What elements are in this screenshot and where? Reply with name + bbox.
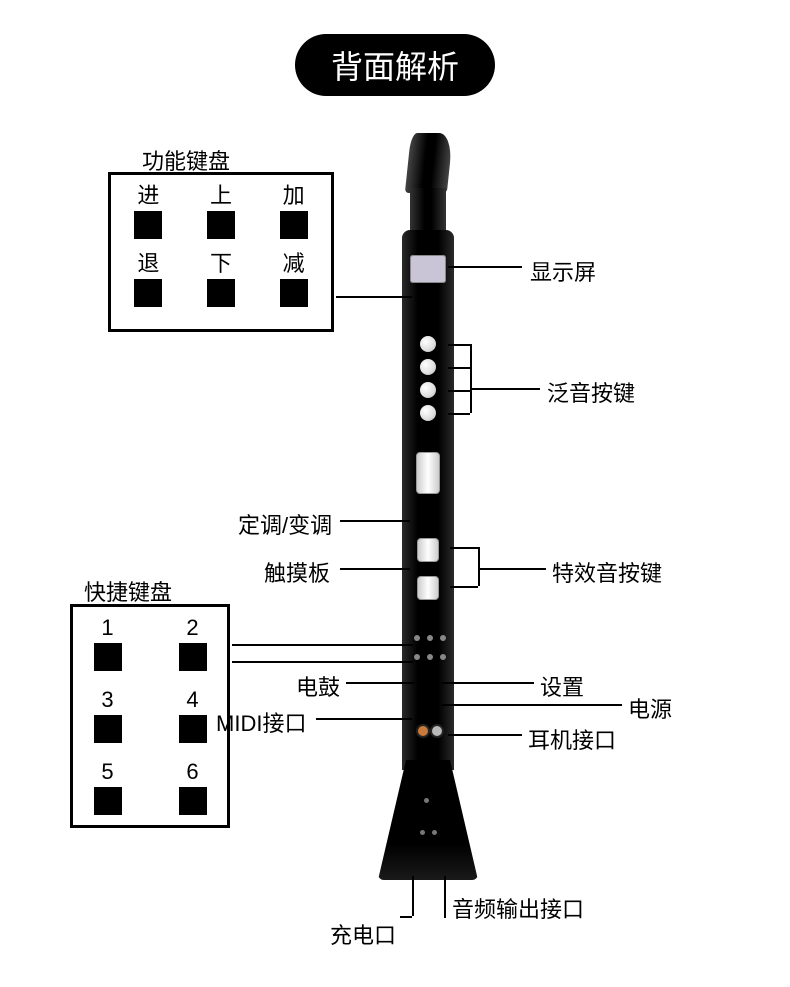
callout-line [442,682,534,684]
callout-label: 显示屏 [530,255,596,287]
callout-label: 设置 [540,670,584,702]
callout-line [448,266,522,268]
bell-dot-icon [420,830,425,835]
callout-line [448,344,470,346]
callout-label: 特效音按键 [552,556,662,588]
callout-line [470,344,472,413]
quick-dot-icon [427,654,433,660]
effect-silver-icon [417,576,439,600]
callout-line [448,413,470,415]
callout-line [316,718,412,720]
callout-line [232,644,413,646]
instrument-bell [378,760,478,880]
callout-label: 充电口 [330,918,396,950]
callout-line [450,586,478,588]
overtone-button-icon [420,382,436,398]
callout-line [470,388,540,390]
callout-line [346,682,414,684]
instrument [0,0,790,987]
callout-label: 电源 [628,692,672,724]
quick-dot-icon [440,635,446,641]
callout-line [450,547,478,549]
callout-label: 定调/变调 [238,508,332,540]
callout-line [478,547,480,586]
callout-line [232,661,413,663]
callout-line [444,876,446,918]
callout-line [336,296,412,298]
quick-dot-icon [414,635,420,641]
overtone-button-icon [420,336,436,352]
callout-line [340,520,410,522]
callout-line [412,876,414,916]
callout-label: 泛音按键 [547,376,635,408]
callout-line [340,568,410,570]
effect-silver-icon [417,538,439,562]
bell-dot-icon [424,798,429,803]
jack-icon [432,726,442,736]
callout-line [400,916,412,918]
quick-dot-icon [414,654,420,660]
instrument-mouthpiece [405,133,453,193]
callout-line [448,390,470,392]
instrument-screen [410,255,446,283]
callout-label: MIDI接口 [216,706,306,738]
pitch-silver-icon [416,452,440,494]
callout-label: 电鼓 [296,670,340,702]
overtone-button-icon [420,359,436,375]
overtone-button-icon [420,405,436,421]
callout-line [448,367,470,369]
quick-dot-icon [440,654,446,660]
bell-dot-icon [432,830,437,835]
instrument-body [402,230,454,770]
quick-dot-icon [427,635,433,641]
callout-label: 耳机接口 [528,723,616,755]
callout-label: 触摸板 [264,556,330,588]
callout-line [442,704,622,706]
callout-line [478,568,546,570]
callout-line [448,734,522,736]
jack-icon [418,726,428,736]
callout-label: 音频输出接口 [452,892,584,924]
